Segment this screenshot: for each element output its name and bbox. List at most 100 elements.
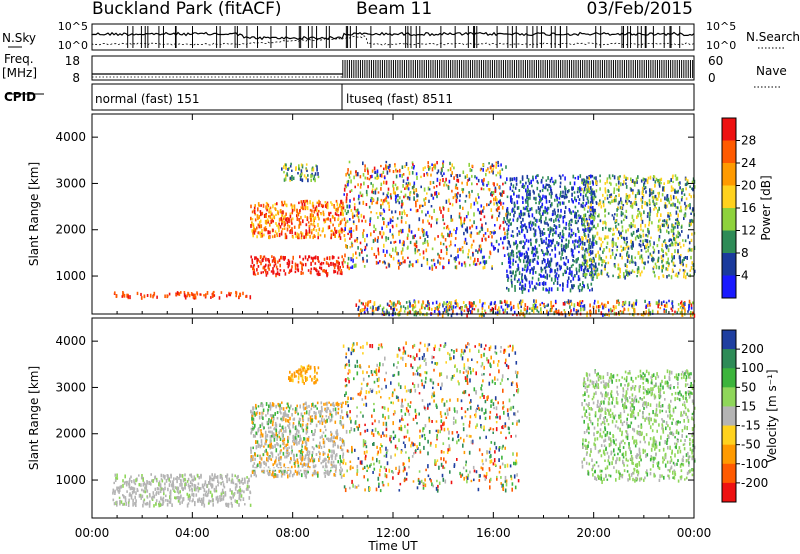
scatter-cell — [593, 267, 595, 271]
scatter-cell — [314, 207, 317, 212]
scatter-cell — [595, 201, 598, 205]
scatter-cell — [294, 270, 297, 274]
scatter-cell — [331, 202, 333, 207]
scatter-cell — [293, 417, 296, 421]
scatter-cell — [585, 247, 588, 251]
scatter-cell — [579, 308, 582, 312]
scatter-cell — [504, 303, 507, 307]
scatter-cell — [546, 246, 548, 250]
scatter-cell — [582, 194, 585, 199]
scatter-cell — [420, 311, 422, 315]
scatter-cell — [373, 252, 376, 257]
scatter-cell — [140, 483, 142, 487]
scatter-cell — [689, 219, 691, 223]
scatter-cell — [537, 225, 540, 229]
scatter-cell — [578, 264, 581, 269]
scatter-cell — [575, 215, 578, 219]
scatter-cell — [583, 254, 585, 260]
scatter-cell — [593, 236, 595, 240]
scatter-cell — [540, 216, 542, 220]
scatter-cell — [398, 231, 400, 236]
scatter-cell — [227, 503, 230, 508]
scatter-cell — [265, 271, 267, 274]
scatter-cell — [352, 258, 354, 263]
scatter-cell — [259, 465, 262, 469]
scatter-cell — [571, 198, 573, 201]
scatter-cell — [564, 187, 567, 191]
scatter-cell — [257, 217, 259, 221]
scatter-cell — [440, 171, 442, 175]
scatter-cell — [630, 259, 633, 262]
scatter-cell — [301, 178, 304, 183]
scatter-cell — [555, 214, 558, 218]
scatter-cell — [298, 221, 301, 225]
scatter-cell — [631, 247, 633, 250]
scatter-cell — [472, 239, 475, 243]
scatter-cell — [540, 311, 542, 315]
scatter-cell — [670, 242, 672, 247]
scatter-cell — [562, 190, 564, 194]
scatter-cell — [543, 302, 545, 306]
scatter-cell — [559, 236, 561, 239]
scatter-cell — [336, 271, 339, 275]
scatter-cell — [641, 259, 644, 264]
scatter-cell — [631, 306, 634, 309]
scatter-cell — [524, 207, 526, 211]
scatter-cell — [583, 304, 586, 308]
scatter-cell — [303, 235, 305, 239]
scatter-cell — [330, 233, 333, 237]
scatter-cell — [155, 477, 158, 482]
scatter-cell — [192, 295, 195, 299]
scatter-cell — [143, 498, 146, 502]
scatter-cell — [677, 190, 679, 194]
scatter-cell — [510, 278, 513, 283]
scatter-cell — [614, 196, 616, 200]
scatter-cell — [412, 166, 415, 170]
scatter-cell — [598, 236, 601, 241]
scatter-cell — [599, 304, 602, 308]
scatter-cell — [516, 200, 519, 205]
scatter-cell — [583, 229, 585, 234]
scatter-cell — [191, 478, 194, 482]
scatter-cell — [468, 194, 471, 199]
scatter-cell — [691, 232, 693, 236]
freq-tick-top: 18 — [65, 54, 80, 68]
scatter-cell — [348, 266, 350, 271]
scatter-cell — [606, 197, 609, 200]
scatter-cell — [685, 182, 687, 187]
scatter-cell — [333, 269, 335, 274]
scatter-cell — [483, 215, 486, 219]
scatter-cell — [559, 181, 562, 185]
scatter-cell — [260, 262, 262, 266]
scatter-cell — [518, 194, 520, 199]
scatter-cell — [551, 213, 554, 217]
scatter-cell — [507, 260, 510, 264]
scatter-cell — [491, 231, 493, 234]
scatter-cell — [467, 308, 469, 313]
scatter-cell — [324, 434, 327, 438]
scatter-cell — [564, 243, 567, 248]
scatter-cell — [413, 188, 415, 193]
scatter-cell — [284, 426, 287, 429]
scatter-cell — [397, 259, 400, 262]
scatter-cell — [422, 301, 425, 305]
scatter-cell — [440, 249, 443, 254]
scatter-cell — [334, 217, 336, 222]
scatter-cell — [445, 245, 448, 249]
scatter-cell — [585, 188, 588, 191]
scatter-cell — [674, 237, 677, 242]
scatter-cell — [405, 221, 407, 224]
scatter-cell — [277, 211, 280, 216]
scatter-cell — [506, 223, 508, 226]
scatter-cell — [606, 241, 609, 245]
scatter-cell — [343, 193, 345, 196]
scatter-cell — [633, 180, 635, 184]
scatter-cell — [427, 242, 429, 247]
scatter-cell — [457, 254, 459, 259]
scatter-cell — [666, 275, 668, 279]
scatter-cell — [337, 460, 339, 464]
scatter-cell — [615, 305, 617, 310]
scatter-cell — [352, 220, 355, 224]
scatter-cell — [274, 257, 276, 262]
scatter-cell — [568, 239, 570, 244]
